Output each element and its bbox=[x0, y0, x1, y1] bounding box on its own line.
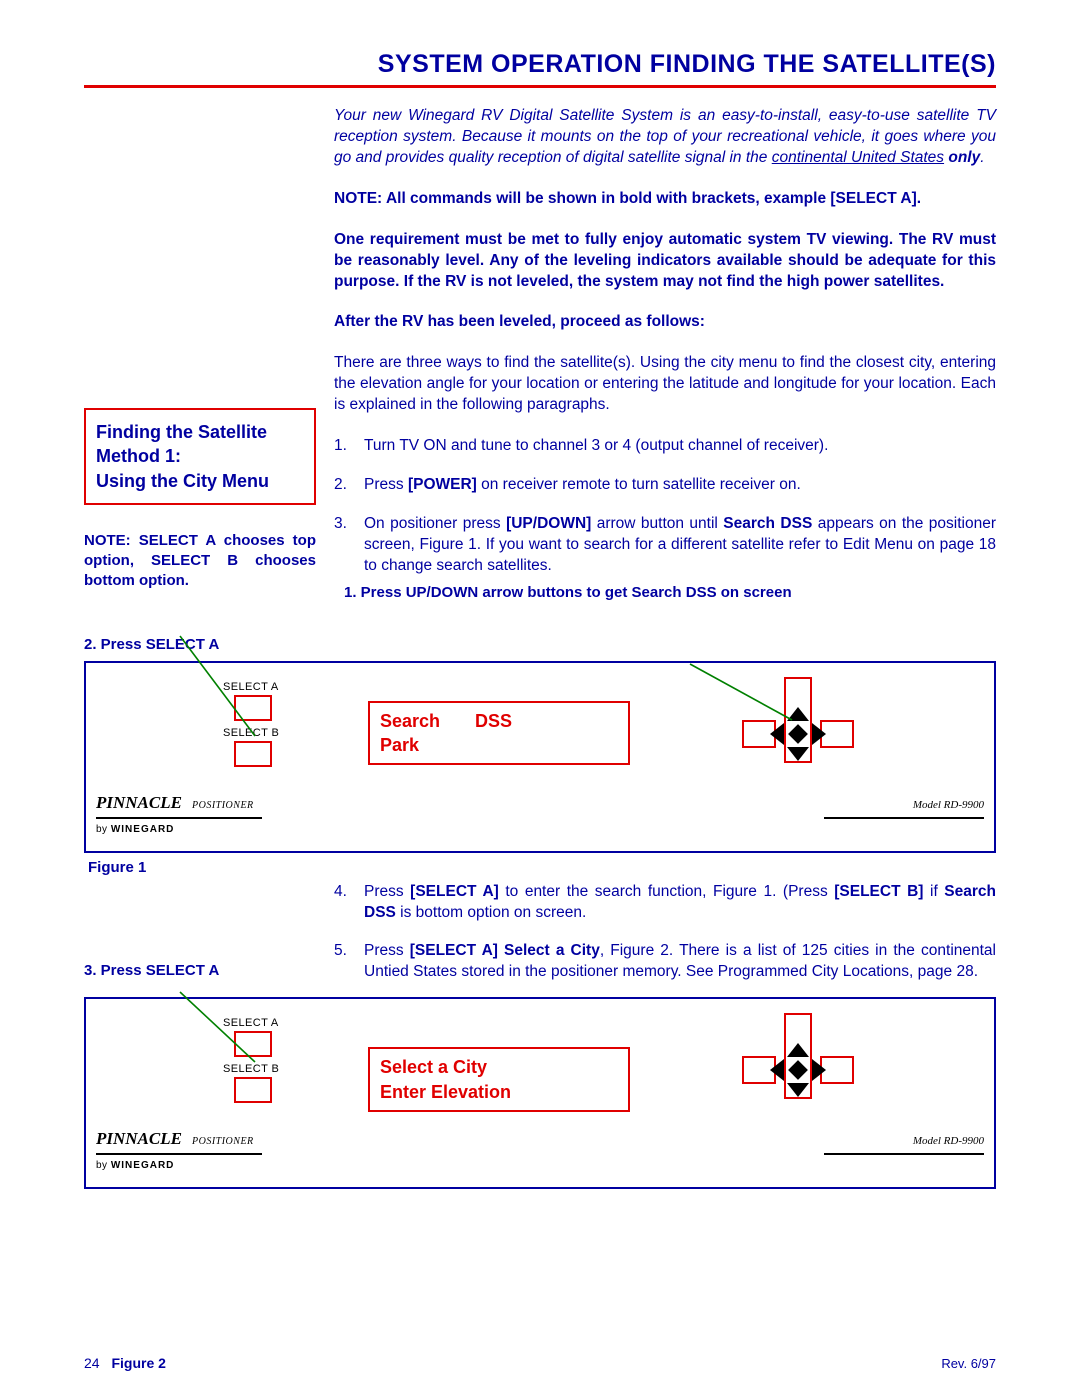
sidebar-step-3: 3. Press SELECT A bbox=[84, 962, 316, 979]
select-b-button[interactable] bbox=[234, 741, 272, 767]
sidebar-note: NOTE: SELECT A chooses top option, SELEC… bbox=[84, 531, 316, 592]
select-b-button-2[interactable] bbox=[234, 1077, 272, 1103]
intro-paragraph: Your new Winegard RV Digital Satellite S… bbox=[334, 106, 996, 169]
brand-main: PINNACLE bbox=[96, 793, 182, 813]
brand-sub: POSITIONER bbox=[192, 800, 254, 811]
sidebar: Finding the Satellite Method 1: Using th… bbox=[84, 106, 316, 653]
step-1: 1. Turn TV ON and tune to channel 3 or 4… bbox=[334, 436, 996, 457]
note-commands: NOTE: All commands will be shown in bold… bbox=[334, 189, 996, 210]
figure-1-label: Figure 1 bbox=[84, 859, 996, 876]
intro-period: . bbox=[980, 149, 984, 166]
model-label: Model RD-9900 bbox=[913, 799, 984, 811]
page-number: 24 bbox=[84, 1355, 100, 1371]
footer: 24 Figure 2 Rev. 6/97 bbox=[84, 1355, 996, 1371]
main-content: Your new Winegard RV Digital Satellite S… bbox=[334, 106, 996, 653]
page-title: SYSTEM OPERATION FINDING THE SATELLITE(S… bbox=[84, 50, 996, 79]
right-arrow-icon-2 bbox=[812, 1059, 826, 1081]
down-arrow-icon-2 bbox=[787, 1083, 809, 1097]
brand-line-2 bbox=[96, 1153, 262, 1155]
display-2-line-1: Select a City bbox=[380, 1055, 618, 1079]
intro-underline: continental United States bbox=[772, 149, 944, 166]
brand-line bbox=[96, 817, 262, 819]
display-2-line-2: Enter Elevation bbox=[380, 1080, 618, 1104]
method-box: Finding the Satellite Method 1: Using th… bbox=[84, 408, 316, 505]
positioner-panel-2: SELECT A SELECT B Select a City Enter El… bbox=[84, 997, 996, 1189]
figure-2-label: Figure 2 bbox=[111, 1355, 165, 1371]
select-a-button[interactable] bbox=[234, 695, 272, 721]
display-1: Search DSS Park bbox=[368, 701, 630, 766]
step-2: 2. Press [POWER] on receiver remote to t… bbox=[334, 475, 996, 496]
brand-by: by WINEGARD bbox=[96, 824, 174, 835]
brand-by-2: by WINEGARD bbox=[96, 1160, 174, 1171]
sidebar-step-2: 2. Press SELECT A bbox=[84, 636, 316, 653]
model-line-2 bbox=[824, 1153, 984, 1155]
select-a-button-2[interactable] bbox=[234, 1031, 272, 1057]
divider bbox=[84, 85, 996, 88]
step-4-text: Press [SELECT A] to enter the search fun… bbox=[364, 882, 996, 924]
up-arrow-icon-2 bbox=[787, 1043, 809, 1057]
model-line bbox=[824, 817, 984, 819]
down-arrow-icon bbox=[787, 747, 809, 761]
step-5: 5. Press [SELECT A] Select a City, Figur… bbox=[334, 941, 996, 983]
right-arrow-icon bbox=[812, 723, 826, 745]
after-level: After the RV has been leveled, proceed a… bbox=[334, 312, 996, 333]
display-2: Select a City Enter Elevation bbox=[368, 1047, 630, 1112]
step-2-text: Press [POWER] on receiver remote to turn… bbox=[364, 475, 801, 496]
step-3: 3. On positioner press [UP/DOWN] arrow b… bbox=[334, 514, 996, 577]
step-4: 4. Press [SELECT A] to enter the search … bbox=[334, 882, 996, 924]
positioner-panel-1: SELECT A SELECT B Search DSS Park PINNAC… bbox=[84, 661, 996, 853]
caption-1: 1. Press UP/DOWN arrow buttons to get Se… bbox=[344, 583, 996, 603]
method-line-3: Using the City Menu bbox=[96, 469, 304, 493]
intro-only: only bbox=[944, 149, 980, 166]
left-arrow-icon bbox=[770, 723, 784, 745]
select-a-label: SELECT A bbox=[223, 681, 279, 693]
requirement-para: One requirement must be met to fully enj… bbox=[334, 230, 996, 293]
step-1-text: Turn TV ON and tune to channel 3 or 4 (o… bbox=[364, 436, 828, 457]
model-label-2: Model RD-9900 bbox=[913, 1135, 984, 1147]
brand-sub-2: POSITIONER bbox=[192, 1136, 254, 1147]
select-a-label-2: SELECT A bbox=[223, 1017, 279, 1029]
up-arrow-icon bbox=[787, 707, 809, 721]
three-ways: There are three ways to find the satelli… bbox=[334, 353, 996, 416]
brand-main-2: PINNACLE bbox=[96, 1129, 182, 1149]
left-arrow-icon-2 bbox=[770, 1059, 784, 1081]
method-line-2: Method 1: bbox=[96, 444, 304, 468]
revision: Rev. 6/97 bbox=[941, 1356, 996, 1371]
select-b-label-2: SELECT B bbox=[223, 1063, 279, 1075]
step-5-text: Press [SELECT A] Select a City, Figure 2… bbox=[364, 941, 996, 983]
step-3-text: On positioner press [UP/DOWN] arrow butt… bbox=[364, 514, 996, 577]
display-1-line-2: Park bbox=[380, 733, 618, 757]
method-line-1: Finding the Satellite bbox=[96, 420, 304, 444]
select-b-label: SELECT B bbox=[223, 727, 279, 739]
display-1-line-1: Search DSS bbox=[380, 709, 512, 733]
